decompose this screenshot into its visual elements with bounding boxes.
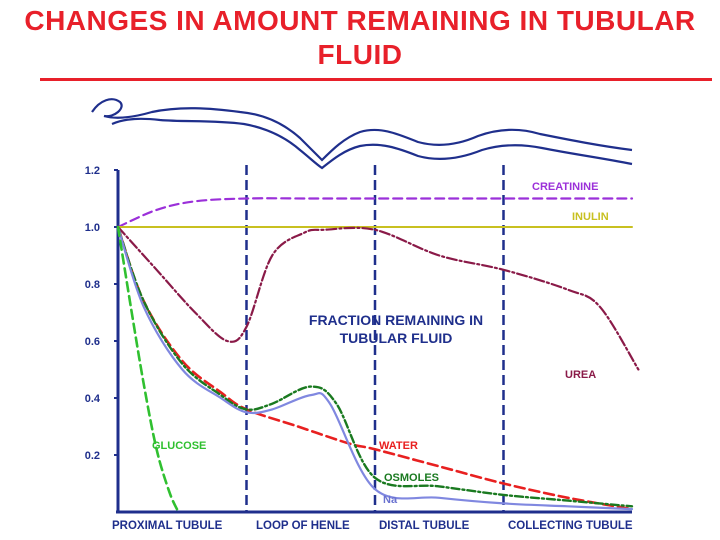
y-tick-label: 0.8 bbox=[85, 279, 100, 291]
segment-boundaries bbox=[245, 165, 505, 512]
y-tick-label: 1.0 bbox=[85, 222, 100, 234]
series-line-na bbox=[116, 225, 634, 511]
series-label-glucose: GLUCOSE bbox=[152, 440, 206, 452]
chart-annotation-line-1: FRACTION REMAINING IN bbox=[309, 312, 483, 328]
tubule-outer-wall bbox=[91, 98, 633, 162]
series-label-inulin: INULIN bbox=[572, 211, 609, 223]
series-line-water bbox=[116, 225, 634, 511]
segment-labels: PROXIMAL TUBULE LOOP OF HENLE DISTAL TUBUL… bbox=[112, 520, 633, 532]
title-underline bbox=[40, 78, 712, 81]
y-tick-label: 0.2 bbox=[85, 450, 100, 462]
segment-label: DISTAL TUBULE bbox=[379, 520, 470, 532]
series-label-creatinine: CREATININE bbox=[532, 181, 598, 193]
chart-annotation-line-2: TUBULAR FLUID bbox=[340, 330, 453, 346]
segment-label: LOOP OF HENLE bbox=[256, 520, 350, 532]
nephron-tubule-diagram bbox=[91, 98, 633, 170]
series-line-osmoles bbox=[116, 225, 634, 508]
y-tick-label: 0.4 bbox=[85, 393, 101, 405]
series-lines bbox=[116, 197, 640, 514]
tubule-inner-wall bbox=[111, 117, 633, 170]
series-label-urea: UREA bbox=[565, 369, 596, 381]
series-line-urea bbox=[116, 225, 640, 371]
series-label-na: Na bbox=[383, 494, 398, 506]
chart-title: CHANGES IN AMOUNT REMAINING IN TUBULAR F… bbox=[24, 5, 696, 70]
series-line-creatinine bbox=[116, 197, 634, 229]
series-labels: CREATININE INULIN UREA WATER OSMOLES Na GLUCOS… bbox=[152, 181, 609, 506]
series-label-osmoles: OSMOLES bbox=[384, 472, 439, 484]
y-ticks: 1.2 1.0 0.8 0.6 0.4 0.2 bbox=[85, 165, 118, 462]
series-label-water: WATER bbox=[379, 440, 418, 452]
segment-label: PROXIMAL TUBULE bbox=[112, 520, 223, 532]
segment-label: COLLECTING TUBULE bbox=[508, 520, 633, 532]
y-tick-label: 0.6 bbox=[85, 336, 100, 348]
y-tick-label: 1.2 bbox=[85, 165, 100, 177]
series-line-glucose bbox=[116, 225, 180, 514]
